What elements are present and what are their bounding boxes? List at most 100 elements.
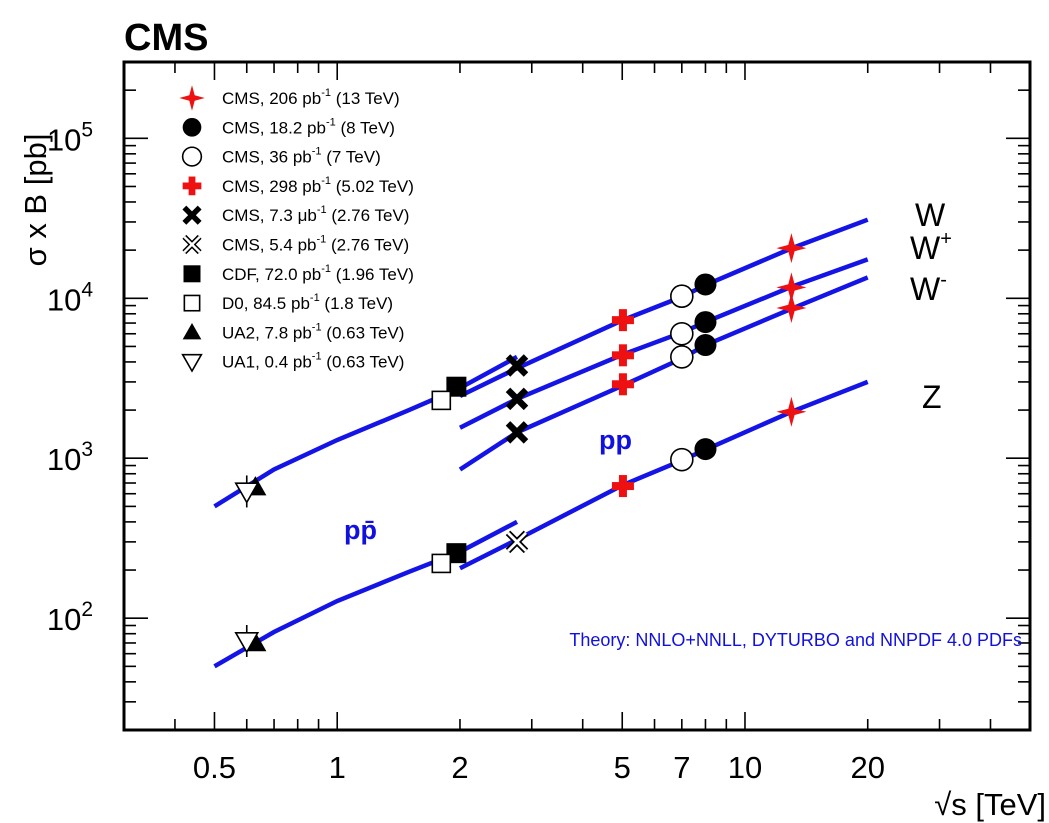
- x-filled-marker: [505, 387, 529, 411]
- legend-superscript: -1: [312, 351, 322, 363]
- x-filled-marker: [182, 205, 202, 225]
- x-tick-label: 20: [850, 750, 884, 785]
- annotations: WW+W- Zpp pp̄: [344, 197, 952, 545]
- y-tick-label: 104: [47, 278, 93, 317]
- legend-superscript: -1: [312, 146, 322, 158]
- boson-charge: +: [940, 228, 952, 250]
- cross-red-marker: [611, 373, 634, 396]
- theory-note: Theory: NNLO+NNLL, DYTURBO and NNPDF 4.0…: [569, 630, 1022, 650]
- legend-energy: (7 TeV): [322, 148, 381, 167]
- chart-brand-title: CMS: [124, 17, 208, 59]
- legend-label: CMS, 298 pb-1 (5.02 TeV): [222, 175, 414, 196]
- data-points: [234, 233, 807, 658]
- cross-bar-h: [611, 380, 634, 389]
- boson-label: Z: [922, 379, 942, 415]
- legend-text: D0, 84.5 pb: [222, 294, 310, 313]
- legend-energy: (5.02 TeV): [331, 177, 414, 196]
- cross-bar-h: [611, 351, 634, 360]
- x-stroke-b: [182, 205, 202, 225]
- theory-curves: [213, 217, 869, 669]
- legend-text: CMS, 5.4 pb: [222, 236, 317, 255]
- circle-open-marker: [670, 284, 694, 309]
- legend-superscript: -1: [321, 87, 331, 99]
- circle-filled-marker: [694, 273, 717, 296]
- boson-charge: -: [940, 269, 947, 291]
- x-tick-label: 2: [451, 750, 468, 785]
- x-hollow-b: [183, 236, 201, 253]
- legend-superscript: -1: [317, 204, 327, 216]
- legend-label: CMS, 7.3 μb-1 (2.76 TeV): [222, 204, 409, 225]
- x-stroke-b: [505, 354, 529, 377]
- x-tick-label: 5: [614, 750, 631, 785]
- legend-superscript: -1: [310, 292, 320, 304]
- y-tick-label: 102: [47, 598, 93, 637]
- legend-label: CMS, 5.4 pb-1 (2.76 TeV): [222, 234, 409, 255]
- square-filled-marker: [446, 376, 467, 397]
- star4-red-marker: [776, 272, 807, 303]
- square-open-marker: [431, 553, 452, 574]
- boson-label: W: [915, 197, 946, 233]
- y-tick-label: 103: [47, 438, 93, 477]
- triangle-down-open-marker: [181, 353, 203, 373]
- star4-red-marker: [776, 233, 807, 264]
- legend-text: CMS, 298 pb: [222, 177, 321, 196]
- legend-superscript: -1: [317, 234, 327, 246]
- x-stroke-b: [505, 387, 529, 411]
- circle-open-marker: [670, 345, 694, 369]
- x-hollow-b: [507, 531, 527, 552]
- boson-label: W-: [910, 269, 947, 307]
- legend-energy: (1.8 TeV): [320, 294, 393, 313]
- x-stroke-b: [505, 421, 529, 444]
- legend-energy: (13 TeV): [331, 89, 400, 108]
- legend-label: CMS, 18.2 pb-1 (8 TeV): [222, 116, 395, 137]
- cross-bar-h: [611, 316, 634, 325]
- y-tick-label: 105: [47, 118, 93, 157]
- legend-label: D0, 84.5 pb-1 (1.8 TeV): [222, 292, 393, 313]
- y-tick-exponent: 3: [81, 438, 93, 461]
- legend-superscript: -1: [326, 116, 336, 128]
- star4-red-marker: [776, 396, 807, 427]
- x-tick-label: 7: [673, 750, 690, 785]
- cross-red-marker: [611, 344, 634, 367]
- triangle-down-open-marker: [234, 631, 260, 654]
- star4-red-marker: [179, 85, 205, 111]
- legend-label: CDF, 72.0 pb-1 (1.96 TeV): [222, 263, 414, 284]
- circle-filled-marker: [694, 334, 717, 357]
- plot-frame: [122, 60, 1032, 732]
- circle-open-marker: [181, 146, 203, 167]
- x-axis-title: √s [TeV]: [934, 787, 1046, 822]
- legend-energy: (2.76 TeV): [327, 206, 410, 225]
- star4-red-marker: [776, 293, 807, 323]
- legend-energy: (0.63 TeV): [322, 323, 405, 342]
- axes: 0.5 1 2 5 7 10 20 102 103 104 105: [47, 61, 1031, 785]
- square-open-marker: [431, 390, 452, 411]
- legend-energy: (1.96 TeV): [331, 265, 414, 284]
- circle-open-marker: [670, 321, 694, 346]
- square-filled-marker: [183, 265, 201, 283]
- legend-text: CMS, 206 pb: [222, 89, 321, 108]
- y-tick-exponent: 4: [81, 278, 93, 301]
- legend-energy: (0.63 TeV): [322, 353, 405, 372]
- legend: CMS, 206 pb-1 (13 TeV)CMS, 18.2 pb-1 (8 …: [179, 85, 414, 373]
- cross-bar-h: [611, 482, 634, 491]
- legend-text: CMS, 36 pb: [222, 148, 312, 167]
- square-filled-marker: [446, 543, 467, 564]
- legend-label: CMS, 36 pb-1 (7 TeV): [222, 146, 381, 167]
- legend-text: UA1, 0.4 pb: [222, 353, 312, 372]
- legend-text: UA2, 7.8 pb: [222, 323, 312, 342]
- legend-text: CDF, 72.0 pb: [222, 265, 321, 284]
- triangle-down-open-marker: [234, 482, 260, 505]
- cross-bar-h: [182, 182, 202, 190]
- triangle-up-filled-marker: [182, 323, 202, 340]
- cross-red-marker: [182, 176, 202, 196]
- legend-label: CMS, 206 pb-1 (13 TeV): [222, 87, 400, 108]
- x-open-marker: [505, 530, 529, 554]
- cross-red-marker: [611, 475, 634, 498]
- x-tick-label: 1: [329, 750, 346, 785]
- legend-superscript: -1: [321, 175, 331, 187]
- theory-curve-w-ppbar: [213, 354, 519, 509]
- x-tick-label: 0.5: [193, 750, 236, 785]
- legend-superscript: -1: [312, 321, 322, 333]
- legend-text: CMS, 18.2 pb: [222, 118, 326, 137]
